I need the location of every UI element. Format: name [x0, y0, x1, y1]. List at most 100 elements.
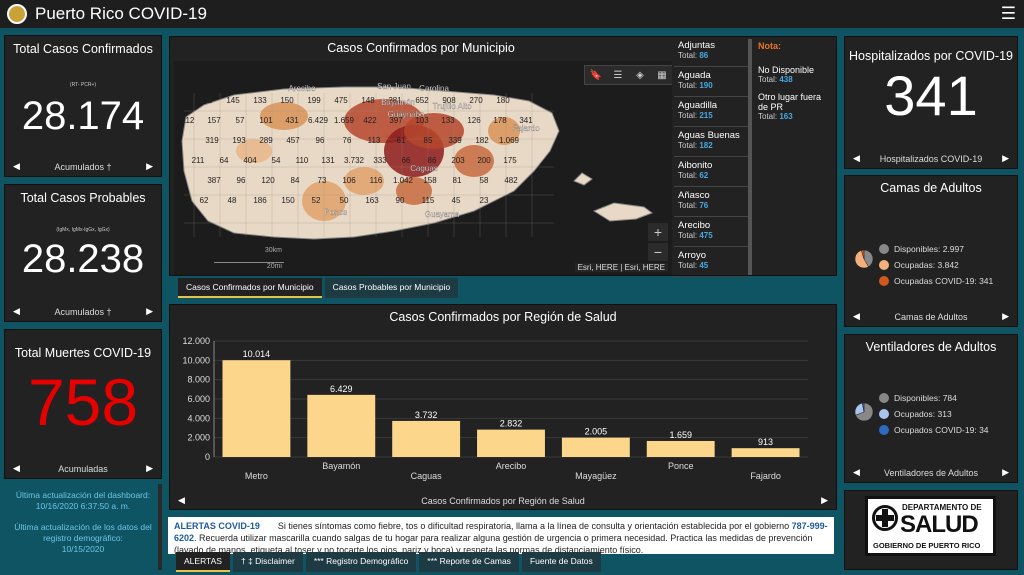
hamburger-menu-icon[interactable]: ☰	[1000, 4, 1016, 23]
municipio-list-scrollbar[interactable]	[748, 39, 752, 275]
tab-probable-municipio[interactable]: Casos Probables por Municipio	[324, 278, 459, 298]
beds-panel: Camas de Adultos Disponibles: 2.997 Ocup…	[844, 175, 1018, 327]
zoom-in-icon[interactable]: +	[648, 223, 668, 241]
municipio-list[interactable]: Adjuntas Total: 86 Aguada Total: 190 Aguad…	[674, 37, 748, 277]
bar-arecibo[interactable]	[477, 429, 545, 457]
municipality-map[interactable]: 215 145 133 150 199 475 148 281 652 908 270 180 112 1…	[174, 61, 672, 275]
tab-confirmed-municipio[interactable]: Casos Confirmados por Municipio	[178, 278, 322, 298]
municipio-value-label: 106	[342, 176, 356, 185]
municipio-region[interactable]	[344, 167, 384, 195]
municipio-value-label: 180	[496, 96, 510, 105]
qr-code-icon[interactable]: ▦	[657, 69, 667, 81]
next-arrow-icon[interactable]: ▶	[146, 161, 153, 171]
demographic-update-label: Última actualización de los datos del re…	[14, 522, 152, 543]
municipio-value-label: 116	[370, 176, 383, 185]
municipio-value-label: 289	[259, 136, 273, 145]
bar-value-label: 10.014	[243, 349, 271, 359]
bar-mayagüez[interactable]	[561, 437, 630, 457]
municipio-value-label: 90	[396, 196, 405, 205]
prev-arrow-icon[interactable]: ◀	[853, 311, 860, 321]
kpi-deaths-footer: Acumuladas	[58, 463, 108, 474]
bar-value-label: 6.429	[330, 384, 353, 394]
bookmark-icon[interactable]: 🔖	[589, 69, 603, 81]
prev-arrow-icon[interactable]: ◀	[853, 153, 860, 163]
next-arrow-icon[interactable]: ▶	[146, 306, 153, 316]
municipio-region[interactable]	[396, 177, 432, 205]
list-item[interactable]: Adjuntas Total: 86	[674, 37, 748, 67]
municipio-value-label: 57	[236, 116, 245, 125]
tab-registro-demografico[interactable]: *** Registro Demográfico	[305, 552, 417, 572]
prev-arrow-icon[interactable]: ◀	[13, 161, 20, 171]
municipio-value-label: 482	[504, 176, 518, 185]
bottom-tabs: ALERTAS † ‡ Disclaimer *** Registro Demo…	[176, 552, 601, 572]
list-item[interactable]: Aguada Total: 190	[674, 67, 748, 97]
bar-value-label: 2.832	[500, 419, 523, 429]
bar-value-label: 1.659	[669, 430, 692, 440]
zoom-out-icon[interactable]: −	[648, 243, 668, 261]
hosp-title: Hospitalizados por COVID-19	[849, 49, 1013, 63]
municipio-value-label: 908	[442, 96, 456, 105]
alerts-label: ALERTAS COVID-19	[174, 521, 260, 531]
salud-logo-panel: DEPARTAMENTO DE SALUD GOBIERNO DE PUERTO…	[844, 490, 1018, 570]
bar-bayamón[interactable]	[307, 394, 376, 457]
municipio-region[interactable]	[454, 145, 494, 177]
x-tick-label: Caguas	[411, 471, 443, 481]
municipio-value-label: 215	[199, 96, 213, 105]
vents-footer: Ventiladores de Adultos	[883, 467, 979, 478]
municipio-region[interactable]	[404, 113, 464, 149]
tab-fuente-datos[interactable]: Fuente de Datos	[521, 552, 601, 572]
municipio-value-label: 66	[402, 156, 411, 165]
chart-footer: Casos Confirmados por Región de Salud	[421, 495, 585, 506]
municipio-region[interactable]	[488, 117, 520, 145]
logo-line1: DEPARTAMENTO DE	[902, 503, 982, 512]
tab-disclaimer[interactable]: † ‡ Disclaimer	[232, 552, 303, 572]
list-item[interactable]: Arroyo Total: 45	[674, 247, 748, 277]
next-arrow-icon[interactable]: ▶	[1002, 153, 1009, 163]
list-item[interactable]: Aguadilla Total: 215	[674, 97, 748, 127]
bar-value-label: 2.005	[585, 427, 608, 437]
list-item[interactable]: Aguas Buenas Total: 182	[674, 127, 748, 157]
municipio-value-label: 84	[291, 176, 300, 185]
beds-title: Camas de Adultos	[880, 181, 982, 195]
prev-arrow-icon[interactable]: ◀	[13, 463, 20, 473]
list-item[interactable]: Arecibo Total: 475	[674, 217, 748, 247]
layers-icon[interactable]: ◈	[636, 69, 644, 81]
beds-legend: Disponibles: 2.997 Ocupadas: 3.842 Ocupa…	[879, 238, 993, 292]
municipio-value-label: 193	[232, 136, 246, 145]
map-title: Casos Confirmados por Municipio	[327, 41, 515, 55]
logo-line2: SALUD	[900, 511, 979, 538]
next-arrow-icon[interactable]: ▶	[1002, 467, 1009, 477]
city-label: Bayamón	[381, 98, 415, 107]
next-arrow-icon[interactable]: ▶	[146, 463, 153, 473]
next-arrow-icon[interactable]: ▶	[1002, 311, 1009, 321]
update-scrollbar[interactable]	[158, 484, 162, 570]
municipio-value-label: 45	[452, 196, 461, 205]
legend-list-icon[interactable]: ☰	[613, 69, 623, 81]
list-item[interactable]: Añasco Total: 76	[674, 187, 748, 217]
bar-ponce[interactable]	[646, 440, 715, 457]
municipio-value-label: 112	[182, 116, 195, 125]
prev-arrow-icon[interactable]: ◀	[178, 495, 185, 505]
municipio-value-label: 52	[312, 196, 321, 205]
municipio-value-label: 50	[340, 196, 349, 205]
prev-arrow-icon[interactable]: ◀	[13, 306, 20, 316]
next-arrow-icon[interactable]: ▶	[821, 495, 828, 505]
prev-arrow-icon[interactable]: ◀	[853, 467, 860, 477]
list-item[interactable]: Aibonito Total: 62	[674, 157, 748, 187]
tab-reporte-camas[interactable]: *** Reporte de Camas	[419, 552, 519, 572]
municipio-value-label: 203	[451, 156, 465, 165]
municipio-value-label: 1.069	[499, 136, 520, 145]
municipio-value-label: 76	[343, 136, 352, 145]
city-label: Caguas	[410, 164, 438, 173]
pie-slice	[861, 249, 865, 260]
bar-caguas[interactable]	[392, 420, 461, 457]
app-title: Puerto Rico COVID-19	[35, 4, 207, 23]
bar-fajardo[interactable]	[731, 448, 800, 457]
vents-pager: ◀ Ventiladores de Adultos ▶	[845, 467, 1017, 478]
culebra-shape	[573, 172, 593, 186]
tab-alertas[interactable]: ALERTAS	[176, 552, 230, 572]
alerts-phone[interactable]: 787-999-6202	[174, 521, 828, 543]
bar-metro[interactable]	[222, 360, 291, 457]
municipio-region[interactable]	[236, 139, 272, 163]
map-canvas[interactable]: 215 145 133 150 199 475 148 281 652 908 270 180 112 1…	[174, 61, 672, 275]
